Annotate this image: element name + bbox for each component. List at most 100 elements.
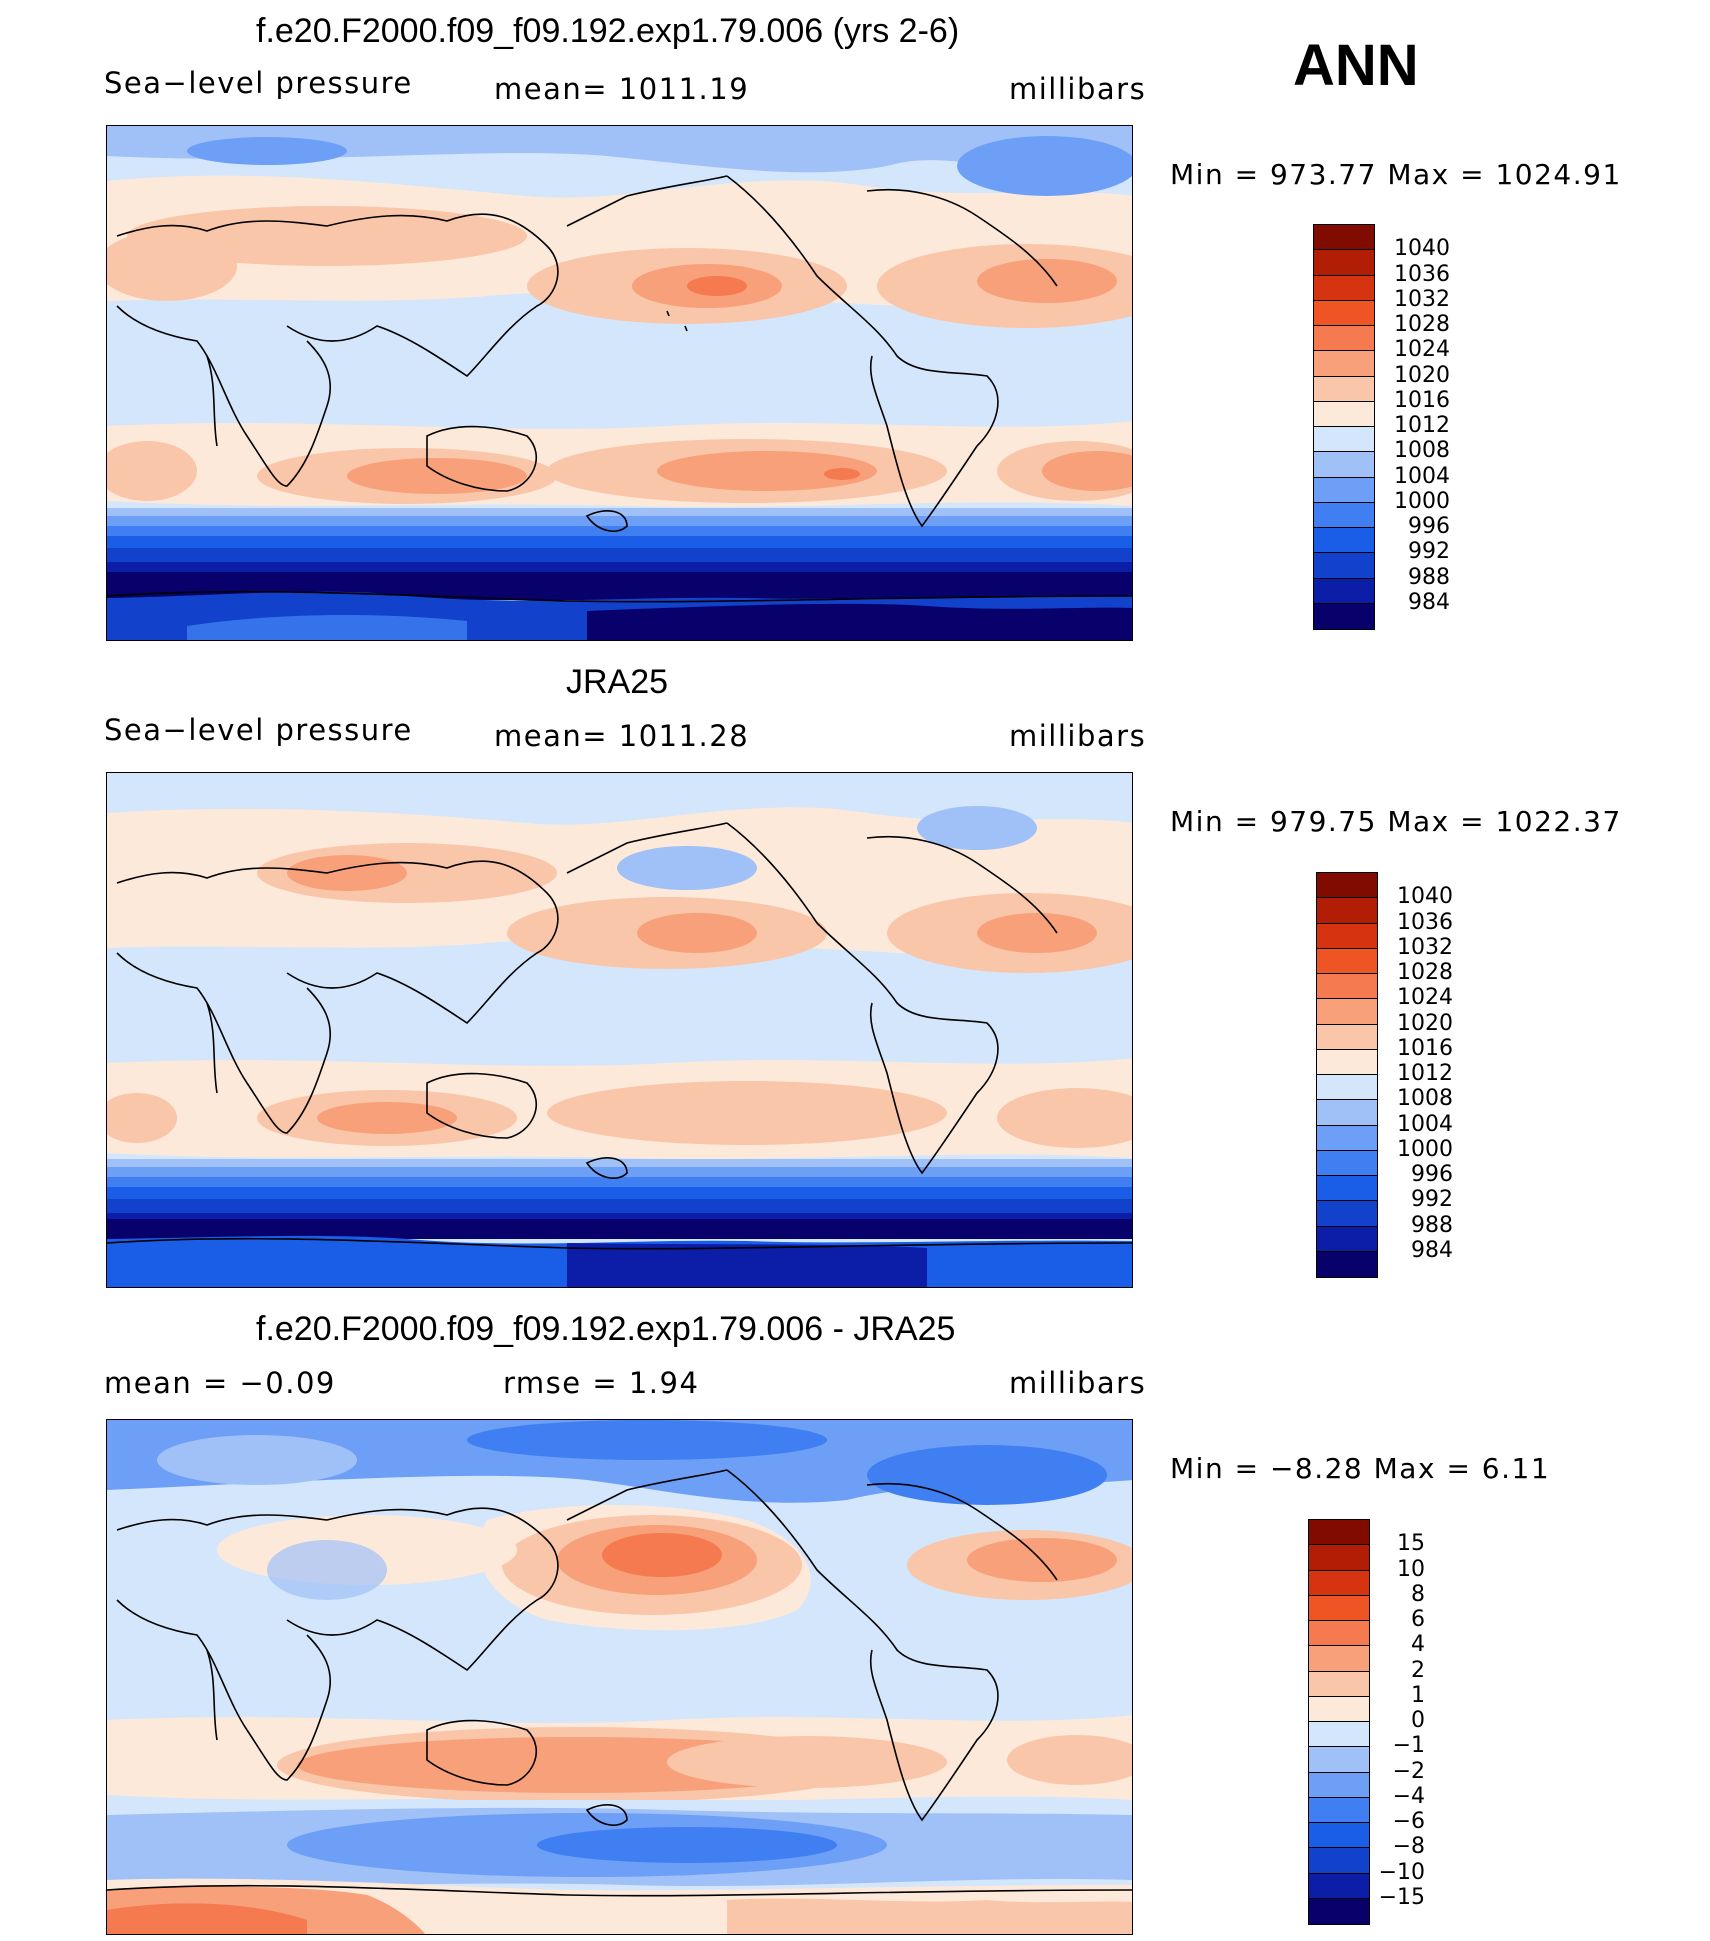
colorbar-swatch <box>1309 1747 1369 1773</box>
colorbar-swatch <box>1317 1125 1377 1151</box>
colorbar-swatch <box>1317 999 1377 1025</box>
colorbar-tick-label: 1032 <box>1397 934 1453 960</box>
colorbar-swatch <box>1309 1646 1369 1672</box>
colorbar-tick-label: −6 <box>1392 1809 1425 1834</box>
colorbar-tick-label: 8 <box>1411 1581 1425 1607</box>
colorbar-tick-label: 1008 <box>1397 1086 1453 1112</box>
colorbar-swatch <box>1317 1075 1377 1101</box>
colorbar-swatch <box>1314 553 1374 579</box>
colorbar-swatch <box>1314 300 1374 326</box>
colorbar-tick-label: 988 <box>1411 1212 1453 1238</box>
colorbar-swatch <box>1317 1049 1377 1075</box>
colorbar-tick-label: 1036 <box>1394 261 1450 287</box>
colorbar-swatch <box>1317 1150 1377 1176</box>
colorbar-tick-label: 1040 <box>1397 884 1453 910</box>
colorbar-swatch <box>1309 1570 1369 1596</box>
colorbar-swatch <box>1317 1100 1377 1126</box>
colorbar-swatch <box>1309 1621 1369 1647</box>
colorbar-tick-label: 1016 <box>1397 1035 1453 1061</box>
colorbar-swatch <box>1309 1898 1369 1924</box>
colorbar-swatch <box>1317 873 1377 899</box>
colorbar-swatch <box>1317 898 1377 924</box>
colorbar-tick-label: 1012 <box>1394 413 1450 438</box>
colorbar-swatch <box>1314 427 1374 453</box>
panel-3-rmse-label: rmse = 1.94 <box>503 1366 700 1400</box>
colorbar-tick-label: 996 <box>1411 1162 1453 1187</box>
colorbar-swatch <box>1309 1873 1369 1899</box>
colorbar-swatch <box>1314 578 1374 604</box>
colorbar-swatch <box>1317 1201 1377 1227</box>
colorbar-swatch <box>1309 1595 1369 1621</box>
colorbar-swatch <box>1317 1251 1377 1277</box>
colorbar-tick-label: 1016 <box>1394 387 1450 413</box>
panel-3-colorbar-labels: 15 10 8 6 4 2 1 0 −1 −2 −4 −6 −8 −10 −15 <box>1375 1519 1425 1925</box>
colorbar-tick-label: 1012 <box>1397 1061 1453 1086</box>
panel-1-variable-label: Sea−level pressure <box>104 66 413 100</box>
colorbar-tick-label: 1032 <box>1394 286 1450 312</box>
colorbar-swatch <box>1317 1176 1377 1202</box>
colorbar-tick-label: 1004 <box>1394 463 1450 489</box>
colorbar-swatch <box>1314 528 1374 554</box>
panel-2-map <box>106 772 1133 1288</box>
colorbar-tick-label: 1028 <box>1397 960 1453 985</box>
colorbar-swatch <box>1314 326 1374 352</box>
colorbar-tick-label: 1 <box>1411 1682 1425 1708</box>
panel-2-variable-label: Sea−level pressure <box>104 713 413 747</box>
panel-2-minmax-label: Min = 979.75 Max = 1022.37 <box>1170 805 1622 838</box>
colorbar-tick-label: −1 <box>1392 1733 1425 1759</box>
panel-3-mean-label: mean = −0.09 <box>104 1366 336 1400</box>
colorbar-swatch <box>1309 1797 1369 1823</box>
colorbar-tick-label: 992 <box>1411 1187 1453 1213</box>
colorbar-swatch <box>1309 1671 1369 1697</box>
colorbar-tick-label: 1020 <box>1397 1010 1453 1036</box>
panel-3-map <box>106 1419 1133 1935</box>
colorbar-tick-label: 6 <box>1411 1607 1425 1632</box>
panel-1-minmax-label: Min = 973.77 Max = 1024.91 <box>1170 158 1622 191</box>
colorbar-swatch <box>1314 401 1374 427</box>
panel-2-mean-label: mean= 1011.28 <box>494 719 750 753</box>
colorbar-tick-label: 1000 <box>1397 1136 1453 1162</box>
colorbar-tick-label: 1024 <box>1397 985 1453 1011</box>
colorbar-tick-label: −8 <box>1392 1834 1425 1860</box>
colorbar-tick-label: 1040 <box>1394 236 1450 262</box>
panel-1-map <box>106 125 1133 641</box>
colorbar-tick-label: 1008 <box>1394 438 1450 464</box>
colorbar-tick-label: −15 <box>1378 1884 1425 1910</box>
colorbar-tick-label: 4 <box>1411 1632 1425 1658</box>
colorbar-tick-label: 1020 <box>1394 362 1450 388</box>
panel-3-map-field <box>107 1420 1132 1934</box>
panel-1-colorbar-labels: 1040 1036 1032 1028 1024 1020 1016 1012 1008 1004… <box>1380 224 1450 630</box>
panel-1-units-label: millibars <box>1009 72 1147 106</box>
colorbar-tick-label: 1036 <box>1397 909 1453 935</box>
colorbar-swatch <box>1317 948 1377 974</box>
colorbar-tick-label: 1024 <box>1394 337 1450 363</box>
colorbar-swatch <box>1314 477 1374 503</box>
colorbar-swatch <box>1309 1848 1369 1874</box>
colorbar-swatch <box>1314 452 1374 478</box>
panel-2-units-label: millibars <box>1009 719 1147 753</box>
colorbar-tick-label: 1028 <box>1394 312 1450 337</box>
panel-1-title: f.e20.F2000.f09_f09.192.exp1.79.006 (yrs… <box>256 12 960 50</box>
colorbar-swatch <box>1314 225 1374 251</box>
colorbar-swatch <box>1309 1545 1369 1571</box>
panel-1-map-field <box>107 126 1132 640</box>
colorbar-swatch <box>1314 275 1374 301</box>
colorbar-swatch <box>1309 1520 1369 1546</box>
colorbar-tick-label: 992 <box>1408 539 1450 565</box>
colorbar-swatch <box>1314 351 1374 377</box>
colorbar-swatch <box>1309 1722 1369 1748</box>
panel-2-colorbar <box>1316 872 1378 1278</box>
colorbar-swatch <box>1317 974 1377 1000</box>
panel-3-title: f.e20.F2000.f09_f09.192.exp1.79.006 - JR… <box>256 1310 956 1348</box>
colorbar-tick-label: 984 <box>1408 589 1450 615</box>
panel-2-colorbar-labels: 1040 1036 1032 1028 1024 1020 1016 1012 1008 1004… <box>1383 872 1453 1278</box>
panel-3-units-label: millibars <box>1009 1366 1147 1400</box>
panel-3-minmax-label: Min = −8.28 Max = 6.11 <box>1170 1452 1551 1485</box>
panel-3-colorbar <box>1308 1519 1370 1925</box>
panel-1-colorbar <box>1313 224 1375 630</box>
panel-1-mean-label: mean= 1011.19 <box>494 72 750 106</box>
colorbar-swatch <box>1314 502 1374 528</box>
colorbar-tick-label: −4 <box>1392 1783 1425 1809</box>
colorbar-swatch <box>1317 923 1377 949</box>
colorbar-swatch <box>1309 1823 1369 1849</box>
